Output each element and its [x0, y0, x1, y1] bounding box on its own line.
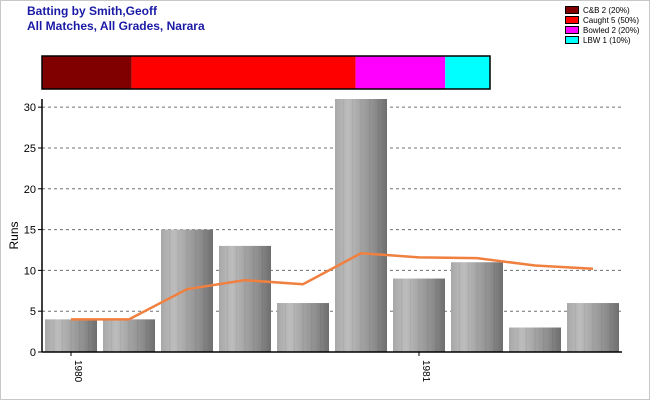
runs-bar	[45, 319, 97, 352]
legend-swatch	[565, 36, 579, 44]
dismissal-segment-caught	[131, 56, 356, 89]
legend-swatch	[565, 6, 579, 14]
dismissal-segment-lbw	[445, 56, 490, 89]
x-tick-label: 1980	[72, 360, 83, 383]
average-line	[71, 251, 594, 321]
legend-label: Bowled 2 (20%)	[583, 25, 640, 35]
legend-item-bowled: Bowled 2 (20%)	[565, 25, 639, 35]
legend-swatch	[565, 26, 579, 34]
y-tick-label: 15	[24, 225, 36, 237]
legend: C&B 2 (20%) Caught 5 (50%) Bowled 2 (20%…	[565, 5, 639, 45]
legend-label: LBW 1 (10%)	[583, 35, 631, 45]
y-tick-label: 30	[24, 102, 36, 114]
runs-bar	[393, 278, 445, 352]
legend-label: C&B 2 (20%)	[583, 5, 630, 15]
x-tick-label: 1981	[420, 360, 431, 383]
dismissal-bar-outline	[41, 55, 491, 90]
runs-bar	[451, 262, 503, 352]
runs-bar	[219, 245, 271, 352]
runs-bar	[567, 303, 619, 352]
dismissal-segment-cb	[42, 56, 132, 89]
runs-bar	[509, 327, 561, 352]
legend-item-lbw: LBW 1 (10%)	[565, 35, 639, 45]
y-tick-label: 0	[30, 347, 36, 359]
y-tick-label: 10	[24, 265, 36, 277]
y-tick-label: 5	[30, 306, 36, 318]
runs-bar	[277, 303, 329, 352]
dismissal-segment-bowled	[355, 56, 446, 89]
chart-title: Batting by Smith,Geoff	[27, 4, 157, 18]
y-tick-label: 25	[24, 143, 36, 155]
runs-bar	[335, 99, 387, 352]
chart-subtitle: All Matches, All Grades, Narara	[27, 19, 205, 33]
runs-bar	[161, 229, 213, 352]
legend-item-cb: C&B 2 (20%)	[565, 5, 639, 15]
legend-label: Caught 5 (50%)	[583, 15, 640, 25]
legend-swatch	[565, 16, 579, 24]
y-axis-label: Runs	[7, 221, 21, 249]
legend-item-caught: Caught 5 (50%)	[565, 15, 639, 25]
runs-bar	[103, 319, 155, 352]
y-tick-label: 20	[24, 184, 36, 196]
